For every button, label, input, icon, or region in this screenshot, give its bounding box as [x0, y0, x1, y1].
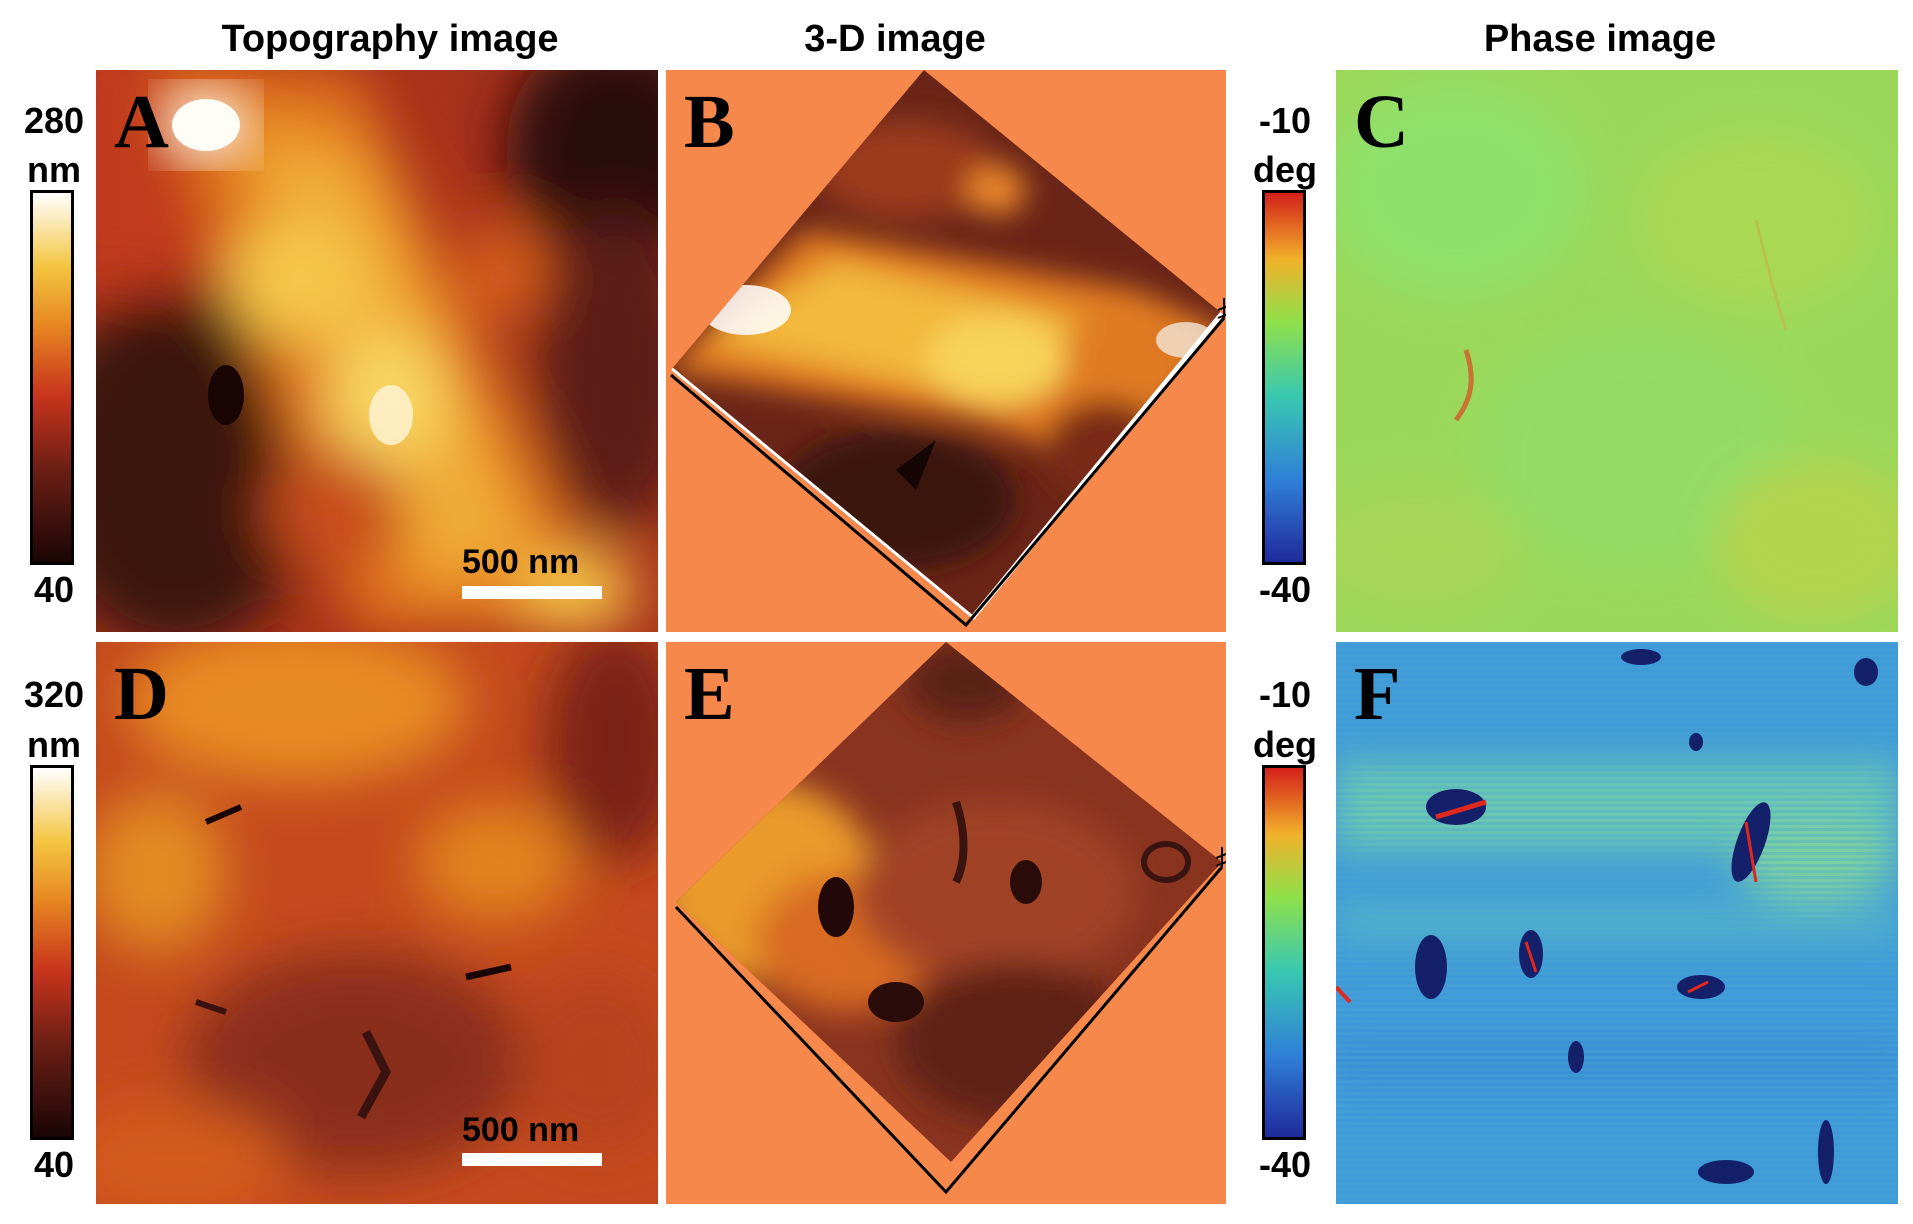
topography-image — [96, 70, 658, 632]
panel-f-phase: F — [1336, 642, 1898, 1204]
phase-image — [1336, 70, 1898, 632]
topography-image — [96, 642, 658, 1204]
panel-label-c: C — [1354, 80, 1409, 164]
topography-colorbar — [30, 190, 74, 565]
colorbar-max-label: -10 — [1258, 674, 1312, 715]
panel-label-b: B — [684, 80, 735, 164]
column-title-topography: Topography image — [221, 18, 559, 60]
colorbar-unit-label: deg — [1252, 724, 1317, 765]
colorbar-min-label: 40 — [33, 1144, 75, 1185]
scalebar — [462, 586, 602, 599]
panel-label-d: D — [114, 652, 169, 736]
3d-surface-image — [674, 642, 1226, 1195]
topography-colorbar — [30, 765, 74, 1140]
3d-surface-image — [670, 70, 1226, 628]
panel-label-f: F — [1354, 652, 1401, 736]
colorbar-max-label: -10 — [1258, 100, 1312, 141]
phase-image — [1336, 642, 1898, 1204]
colorbar-unit-label: nm — [27, 724, 81, 765]
phase-colorbar — [1262, 190, 1306, 565]
panel-e-3d: E — [666, 642, 1226, 1204]
column-title-phase: Phase image — [1483, 18, 1717, 60]
column-title-3d: 3-D image — [804, 18, 986, 60]
panel-c-phase: C — [1336, 70, 1898, 632]
colorbar-unit-label: nm — [27, 149, 81, 190]
colorbar-unit-label: deg — [1252, 149, 1317, 190]
colorbar-min-label: -40 — [1258, 1144, 1312, 1185]
panel-label-e: E — [684, 652, 735, 736]
panel-b-3d: B — [666, 70, 1226, 632]
panel-a-topography: A 500 nm — [96, 70, 658, 632]
panel-label-a: A — [114, 80, 169, 164]
panel-d-topography: D 500 nm — [96, 642, 658, 1204]
scalebar-label: 500 nm — [462, 543, 580, 581]
scalebar — [462, 1153, 602, 1166]
colorbar-min-label: -40 — [1258, 569, 1312, 610]
scalebar-label: 500 nm — [462, 1111, 580, 1149]
colorbar-max-label: 320 — [23, 674, 85, 715]
colorbar-max-label: 280 — [23, 100, 85, 141]
colorbar-min-label: 40 — [33, 569, 75, 610]
phase-colorbar — [1262, 765, 1306, 1140]
